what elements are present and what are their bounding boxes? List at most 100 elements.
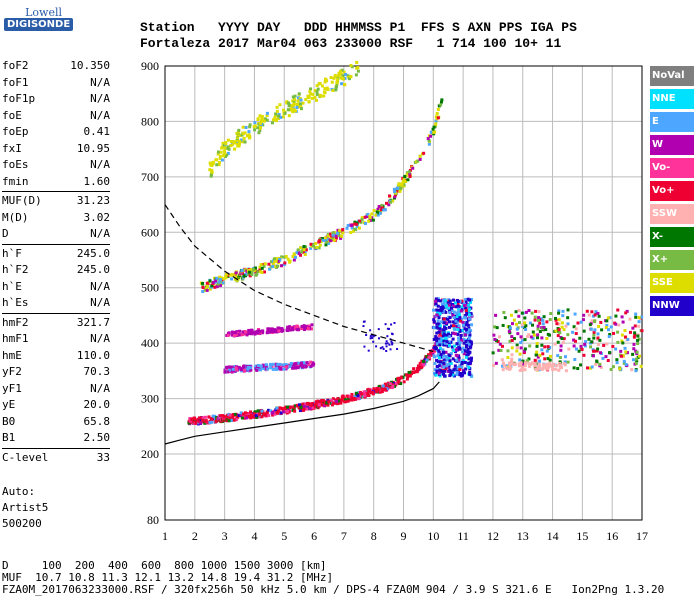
trace-f2-point [356,397,360,401]
trace-f2-point [297,405,301,409]
trace-f2-point [242,412,246,416]
trace-2hop-point [274,259,278,263]
oblique-point [597,324,601,328]
spread-f-point [459,366,463,370]
spread-f-point [468,346,472,350]
spread-f-point [467,337,471,341]
trace-2hop-point [258,268,262,272]
band-2-point [295,326,299,330]
trace-2hop-point [371,218,375,222]
trace-f2-point [343,398,347,402]
trace-f2-point [223,415,227,419]
trace-3hop-point [342,83,346,87]
oblique-point [620,354,624,358]
oblique-point [574,327,578,331]
param-separator [2,312,110,314]
band-1-point [278,362,282,366]
band-1-point [234,366,238,370]
param-row: C-level 33 [2,450,110,467]
oblique-point [595,360,599,364]
trace-2hop-point [218,275,222,279]
trace-f2-point [399,382,403,386]
trace-3hop-point [320,84,324,88]
oblique-point [583,342,587,346]
y-tick-label: 600 [141,225,159,239]
trace-3hop-point [313,95,317,99]
oblique-point [510,322,514,326]
oblique-point [628,317,632,321]
trace-3hop-point [218,154,222,158]
oblique-point [585,309,589,313]
oblique-point [583,344,587,348]
spread-f-point [469,300,473,304]
spread-f-point [452,315,456,319]
oblique-point [591,314,595,318]
band-1-point [293,365,297,369]
spread-f-point [464,300,468,304]
spread-f-point [459,317,463,321]
oblique-point [608,316,612,320]
trace-3hop-point [216,152,220,156]
trace-2hop-point [303,253,307,257]
oblique-point [535,353,539,357]
trace-3hop-point [243,131,247,135]
trace-f2-point [299,405,303,409]
spread-f-point [436,304,440,308]
spread-f-point [458,316,462,320]
spread-f-point [467,307,471,311]
spread-f-point [456,303,460,307]
legend-item-nnw: NNW [650,296,694,316]
trace-2hop-point [210,284,214,288]
trace-2hop-point [340,234,344,238]
oblique-point [558,360,562,364]
trace-f2-point [302,404,306,408]
oblique-point [541,322,545,326]
oblique-point [498,335,502,339]
band-1-point [246,367,250,371]
trace-f2-point [340,395,344,399]
x-tick-label: 8 [371,529,377,543]
spread-f-point [458,345,462,349]
trace-2hop-point [284,254,288,258]
trace-3hop-point [257,131,261,135]
band-1-point [264,365,268,369]
trace-f2-point [249,410,253,414]
oblique-point [491,351,495,355]
trace-2hop-point [283,255,287,259]
oblique-point [496,339,500,343]
trace-f2-point [236,415,240,419]
oblique-point [561,341,565,345]
spread-f-point [432,308,436,312]
trace-3hop-point [307,100,311,104]
sparse-point [365,334,368,337]
trace-2hop-point [309,242,313,246]
trace-3hop-point [336,77,340,81]
oblique-point [563,360,567,364]
band-2-point [300,324,304,328]
trace-2hop-point [378,211,382,215]
band-2-point [288,325,292,329]
sparse-point [369,337,372,340]
header-line-2: Fortaleza 2017 Mar04 063 233000 RSF 1 71… [140,36,562,51]
band-2-point [247,332,251,336]
oblique-point [510,339,514,343]
trace-3hop-point [222,153,226,157]
spread-f-point [438,360,442,364]
trace-2hop-point [329,239,333,243]
trace-3hop-point [248,136,252,140]
oblique-point [503,316,507,320]
trace-f2-point [199,421,203,425]
y-tick-label: 80 [147,513,159,527]
param-row: yF2 70.3 [2,364,110,381]
x-tick-label: 14 [547,529,559,543]
spread-f-point [446,362,450,366]
oblique-point [537,315,541,319]
trace-2hop-point [335,231,339,235]
trace-f2-point [357,391,361,395]
param-key: foF1 [2,75,29,89]
spread-f-point [470,298,474,302]
ssw-point [502,363,506,367]
oblique-point [556,354,560,358]
trace-f2-point [226,415,230,419]
trace-f2-point [245,416,249,420]
